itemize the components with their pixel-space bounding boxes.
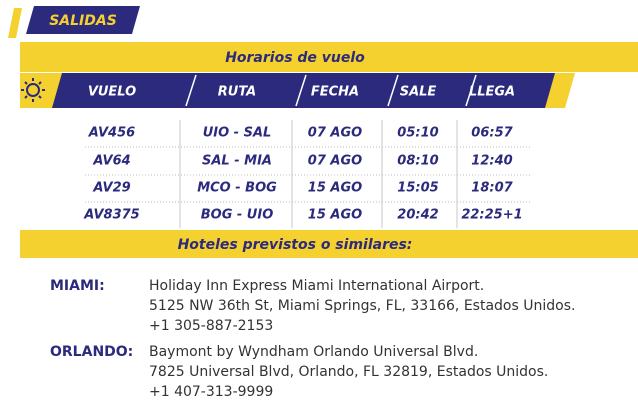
- hotel-line: 5125 NW 36th St, Miami Springs, FL, 3316…: [149, 298, 575, 314]
- column-header: FECHA: [311, 85, 359, 100]
- table-cell: 15:05: [397, 181, 438, 196]
- tab-accent: [8, 8, 22, 38]
- table-cell: 05:10: [397, 126, 438, 141]
- table-cell: 07 AGO: [308, 154, 362, 169]
- table-cell: 07 AGO: [308, 126, 362, 141]
- tab: [26, 6, 140, 34]
- column-header: RUTA: [218, 85, 257, 100]
- table-cell: UIO - SAL: [203, 126, 272, 141]
- table-cell: 22:25+1: [461, 208, 522, 223]
- hotel-city: ORLANDO:: [50, 344, 133, 360]
- hotel-line: +1 305-887-2153: [149, 318, 273, 334]
- table-cell: 18:07: [471, 181, 513, 196]
- hotel-city: MIAMI:: [50, 278, 105, 294]
- table-cell: 15 AGO: [308, 181, 362, 196]
- header-row: [52, 73, 555, 108]
- column-header: VUELO: [88, 85, 136, 100]
- table-cell: 20:42: [397, 208, 438, 223]
- header-separator: [465, 74, 477, 107]
- hotels-band: [20, 230, 638, 258]
- hotel-line: Holiday Inn Express Miami International …: [149, 278, 484, 294]
- hotel-line: 7825 Universal Blvd, Orlando, FL 32819, …: [149, 364, 548, 380]
- table-cell: AV29: [92, 181, 130, 196]
- table-cell: AV64: [92, 154, 130, 169]
- hotel-line: +1 407-313-9999: [149, 384, 273, 400]
- table-cell: 15 AGO: [308, 208, 362, 223]
- hotel-line: Baymont by Wyndham Orlando Universal Blv…: [149, 344, 478, 360]
- header-separator: [185, 74, 197, 107]
- section-title: Horarios de vuelo: [225, 50, 365, 66]
- header-separator: [387, 74, 399, 107]
- table-cell: AV8375: [83, 208, 139, 223]
- section-band: [20, 42, 638, 72]
- table-cell: 08:10: [397, 154, 438, 169]
- column-header: LLEGA: [469, 85, 515, 100]
- tab-title: SALIDAS: [49, 13, 117, 29]
- column-header: SALE: [400, 85, 437, 100]
- hotels-title: Hoteles previstos o similares:: [178, 237, 413, 253]
- table-cell: 06:57: [471, 126, 513, 141]
- table-cell: AV456: [88, 126, 135, 141]
- table-cell: MCO - BOG: [197, 181, 277, 196]
- sun-icon: [21, 78, 45, 102]
- table-cell: 12:40: [471, 154, 512, 169]
- table-cell: BOG - UIO: [201, 208, 274, 223]
- table-cell: SAL - MIA: [202, 154, 272, 169]
- header-separator: [295, 74, 307, 107]
